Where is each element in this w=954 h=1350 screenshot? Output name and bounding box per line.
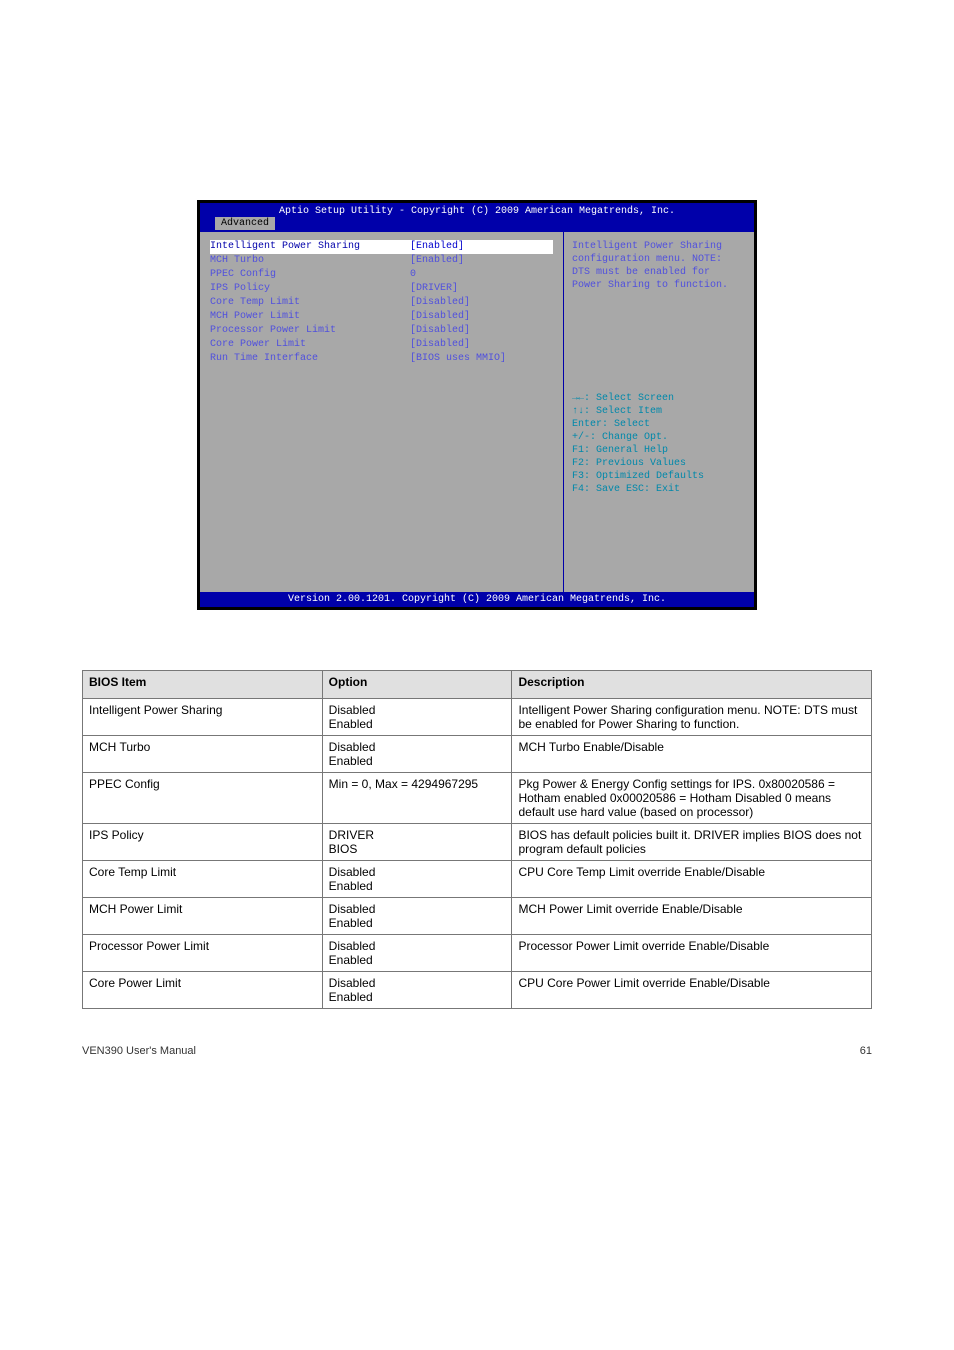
bios-tab-advanced[interactable]: Advanced — [215, 217, 275, 230]
bios-header: Aptio Setup Utility - Copyright (C) 2009… — [200, 203, 754, 217]
bios-setting-value: [Enabled] — [410, 254, 464, 268]
bios-setting-label: Processor Power Limit — [210, 324, 410, 338]
options-table: BIOS Item Option Description Intelligent… — [82, 670, 872, 1009]
bios-setting-value: [DRIVER] — [410, 282, 458, 296]
table-row: Core Power LimitDisabledEnabledCPU Core … — [83, 972, 872, 1009]
bios-setting-value: [Disabled] — [410, 310, 470, 324]
bios-setting-label: MCH Turbo — [210, 254, 410, 268]
cell-option: DisabledEnabled — [322, 699, 512, 736]
cell-option: DisabledEnabled — [322, 736, 512, 773]
bios-key-hint: Enter: Select — [572, 418, 746, 431]
footer-page-number: 61 — [860, 1045, 872, 1057]
footer-left: VEN390 User's Manual — [82, 1045, 196, 1057]
bios-key-hint: F4: Save ESC: Exit — [572, 483, 746, 496]
bios-key-hint: ↑↓: Select Item — [572, 405, 746, 418]
th-bios-item: BIOS Item — [83, 671, 323, 699]
bios-key-hints: →←: Select Screen↑↓: Select ItemEnter: S… — [572, 392, 746, 496]
cell-description: CPU Core Power Limit override Enable/Dis… — [512, 972, 872, 1009]
bios-setting-label: MCH Power Limit — [210, 310, 410, 324]
cell-option: Min = 0, Max = 4294967295 — [322, 773, 512, 824]
cell-bios-item: MCH Turbo — [83, 736, 323, 773]
bios-key-hint: F1: General Help — [572, 444, 746, 457]
table-row: IPS PolicyDRIVERBIOSBIOS has default pol… — [83, 824, 872, 861]
cell-description: BIOS has default policies built it. DRIV… — [512, 824, 872, 861]
cell-bios-item: Intelligent Power Sharing — [83, 699, 323, 736]
bios-setting-row[interactable]: Core Temp Limit[Disabled] — [210, 296, 553, 310]
bios-setting-label: PPEC Config — [210, 268, 410, 282]
cell-bios-item: Core Power Limit — [83, 972, 323, 1009]
bios-footer-text: Version 2.00.1201. Copyright (C) 2009 Am… — [288, 594, 666, 605]
table-row: MCH TurboDisabledEnabledMCH Turbo Enable… — [83, 736, 872, 773]
bios-setting-row[interactable]: MCH Turbo[Enabled] — [210, 254, 553, 268]
bios-setting-label: Core Power Limit — [210, 338, 410, 352]
bios-setting-row[interactable]: Processor Power Limit[Disabled] — [210, 324, 553, 338]
bios-setting-value: [BIOS uses MMIO] — [410, 352, 506, 366]
cell-option: DisabledEnabled — [322, 898, 512, 935]
bios-screenshot: Aptio Setup Utility - Copyright (C) 2009… — [197, 200, 757, 610]
table-header-row: BIOS Item Option Description — [83, 671, 872, 699]
cell-description: Intelligent Power Sharing configuration … — [512, 699, 872, 736]
bios-setting-row[interactable]: PPEC Config0 — [210, 268, 553, 282]
cell-bios-item: IPS Policy — [83, 824, 323, 861]
bios-help-text: Intelligent Power Sharing configuration … — [572, 240, 746, 292]
bios-setting-label: Intelligent Power Sharing — [210, 240, 410, 254]
bios-header-title: Aptio Setup Utility - Copyright (C) 2009… — [279, 206, 675, 217]
cell-description: MCH Power Limit override Enable/Disable — [512, 898, 872, 935]
table-row: PPEC ConfigMin = 0, Max = 4294967295Pkg … — [83, 773, 872, 824]
bios-setting-row[interactable]: IPS Policy[DRIVER] — [210, 282, 553, 296]
bios-setting-label: Core Temp Limit — [210, 296, 410, 310]
cell-option: DisabledEnabled — [322, 972, 512, 1009]
bios-setting-value: 0 — [410, 268, 416, 282]
bios-setting-label: IPS Policy — [210, 282, 410, 296]
bios-key-hint: F2: Previous Values — [572, 457, 746, 470]
cell-description: Processor Power Limit override Enable/Di… — [512, 935, 872, 972]
table-row: Processor Power LimitDisabledEnabledProc… — [83, 935, 872, 972]
bios-setting-value: [Disabled] — [410, 324, 470, 338]
bios-setting-row[interactable]: Run Time Interface[BIOS uses MMIO] — [210, 352, 553, 366]
page-footer: VEN390 User's Manual 61 — [82, 1039, 872, 1097]
bios-setting-label: Run Time Interface — [210, 352, 410, 366]
cell-bios-item: Core Temp Limit — [83, 861, 323, 898]
bios-setting-row[interactable]: Intelligent Power Sharing[Enabled] — [210, 240, 553, 254]
bios-main-panel: Intelligent Power Sharing[Enabled]MCH Tu… — [200, 232, 564, 592]
bios-key-hint: +/-: Change Opt. — [572, 431, 746, 444]
cell-option: DisabledEnabled — [322, 935, 512, 972]
bios-key-hint: →←: Select Screen — [572, 392, 746, 405]
cell-bios-item: PPEC Config — [83, 773, 323, 824]
cell-description: MCH Turbo Enable/Disable — [512, 736, 872, 773]
th-option: Option — [322, 671, 512, 699]
bios-setting-value: [Disabled] — [410, 338, 470, 352]
bios-tab-row: Advanced — [200, 217, 754, 232]
bios-key-hint: F3: Optimized Defaults — [572, 470, 746, 483]
bios-setting-row[interactable]: Core Power Limit[Disabled] — [210, 338, 553, 352]
th-desc: Description — [512, 671, 872, 699]
bios-body: Intelligent Power Sharing[Enabled]MCH Tu… — [200, 232, 754, 592]
table-row: MCH Power LimitDisabledEnabledMCH Power … — [83, 898, 872, 935]
cell-bios-item: MCH Power Limit — [83, 898, 323, 935]
cell-description: Pkg Power & Energy Config settings for I… — [512, 773, 872, 824]
cell-bios-item: Processor Power Limit — [83, 935, 323, 972]
bios-help-panel: Intelligent Power Sharing configuration … — [564, 232, 754, 592]
bios-setting-value: [Enabled] — [410, 240, 464, 254]
cell-option: DRIVERBIOS — [322, 824, 512, 861]
bios-setting-row[interactable]: MCH Power Limit[Disabled] — [210, 310, 553, 324]
cell-option: DisabledEnabled — [322, 861, 512, 898]
table-row: Core Temp LimitDisabledEnabledCPU Core T… — [83, 861, 872, 898]
cell-description: CPU Core Temp Limit override Enable/Disa… — [512, 861, 872, 898]
bios-setting-value: [Disabled] — [410, 296, 470, 310]
table-row: Intelligent Power SharingDisabledEnabled… — [83, 699, 872, 736]
bios-footer: Version 2.00.1201. Copyright (C) 2009 Am… — [200, 592, 754, 607]
